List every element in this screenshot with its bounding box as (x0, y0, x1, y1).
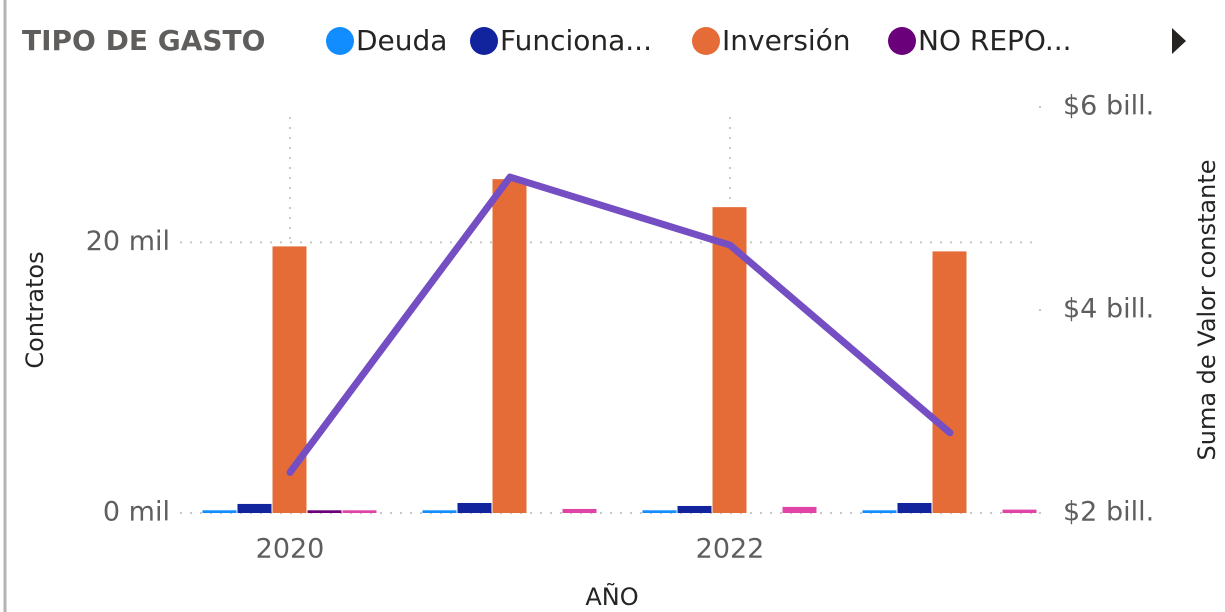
bar (237, 503, 272, 513)
legend-swatch (470, 27, 498, 55)
bar (897, 502, 932, 513)
legend-title: TIPO DE GASTO (22, 24, 265, 57)
bar (862, 510, 897, 513)
bar (342, 510, 377, 513)
x-axis-title: AÑO (585, 581, 638, 611)
bar (562, 508, 597, 513)
bar (307, 510, 342, 513)
y-tick-label: 20 mil (86, 226, 170, 257)
x-tick-label: 2020 (256, 534, 325, 565)
y-tick-label: 0 mil (103, 497, 170, 528)
bar (677, 505, 712, 513)
legend-label: NO REPO... (918, 24, 1072, 57)
y2-axis-title: Suma de Valor constante (1193, 160, 1221, 461)
bar (457, 502, 492, 513)
legend-swatch (692, 27, 720, 55)
y-axis-title: Contratos (21, 251, 49, 368)
legend-label: Funciona... (500, 24, 652, 57)
bar (202, 510, 237, 513)
y2-tick-label: $2 bill. (1063, 497, 1154, 528)
bar (422, 510, 457, 513)
legend-swatch (888, 27, 916, 55)
legend-label: Deuda (356, 24, 447, 57)
bar (642, 510, 677, 513)
bar (1002, 509, 1037, 513)
legend-swatch (326, 27, 354, 55)
line (286, 173, 954, 476)
legend-scroll-arrow[interactable] (1172, 28, 1186, 54)
bar (932, 251, 967, 513)
legend-label: Inversión (722, 24, 851, 57)
bar (782, 506, 817, 513)
y2-tick-label: $4 bill. (1063, 294, 1154, 325)
x-tick-label: 2022 (696, 534, 765, 565)
y2-tick-label: $6 bill. (1063, 91, 1154, 122)
bar (492, 179, 527, 513)
